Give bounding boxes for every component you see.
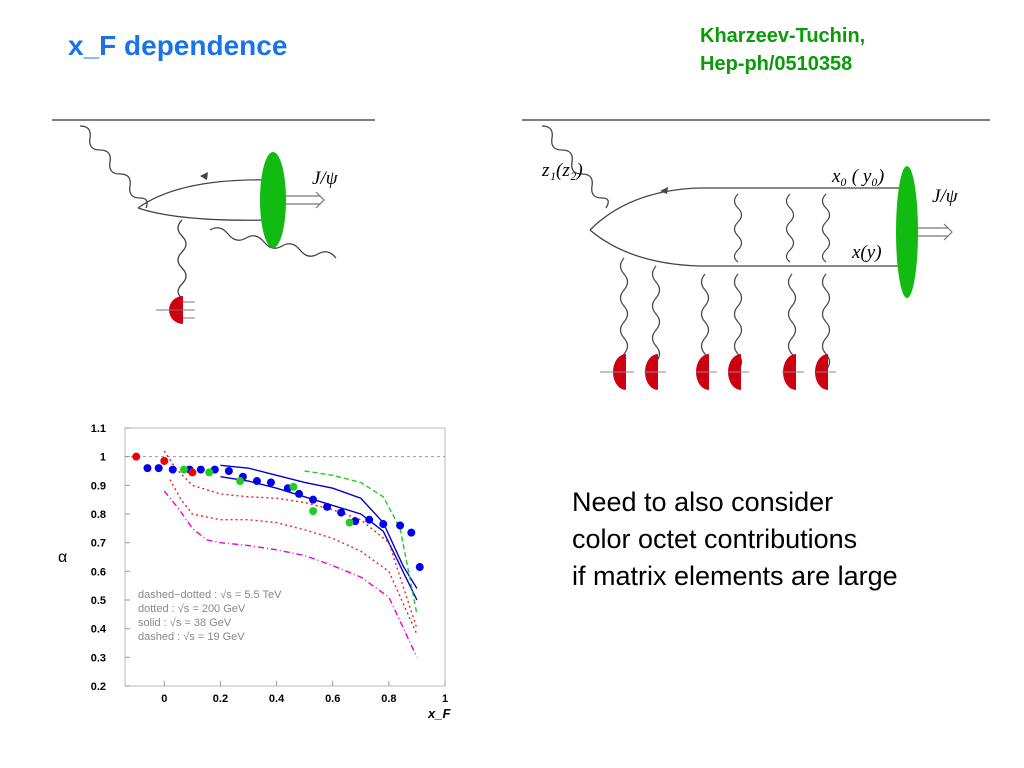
- alpha-vs-xf-chart: 0.20.30.40.50.60.70.80.911.1 0 0.2 0.4 0.6 0…: [58, 423, 451, 721]
- x-axis-label: x_F: [427, 706, 451, 721]
- curve-dashed-2: [304, 470, 418, 615]
- data-point: [309, 495, 318, 504]
- data-point: [132, 452, 141, 461]
- y-axis-ticks: 0.2 0.3 0.4 0.5 0.6 0.7 0.8 0.9 1 1.1: [91, 423, 130, 693]
- data-point: [415, 563, 424, 572]
- emitted-gluon-wavy-line: [209, 227, 337, 259]
- curve-dotted-3: [163, 450, 418, 629]
- data-point: [323, 502, 332, 511]
- z-label: z₁(z₂): [541, 160, 583, 181]
- data-point: [379, 520, 388, 529]
- data-point: [205, 468, 214, 477]
- data-point: [407, 528, 416, 537]
- reference-authors: Kharzeev-Tuchin,: [700, 25, 866, 47]
- x-tick-label: 0.6: [325, 693, 340, 705]
- slide-title: x_F dependence: [68, 30, 288, 61]
- data-point: [266, 478, 275, 487]
- legend-entry: dashed : √s = 19 GeV: [138, 631, 245, 643]
- reference-arxiv: Hep-ph/0510358: [700, 53, 853, 75]
- data-point: [188, 468, 197, 477]
- note-line-1: Need to also consider: [572, 487, 834, 517]
- jpsi-blob: [260, 152, 286, 248]
- y-tick-label: 0.3: [91, 652, 106, 664]
- legend-entry: solid : √s = 38 GeV: [138, 617, 232, 629]
- photon-wavy-line: [541, 125, 609, 209]
- photon-wavy-line: [79, 125, 148, 209]
- plot-frame: [124, 427, 446, 687]
- data-point: [289, 482, 298, 491]
- gluon-wavy-line: [177, 219, 187, 299]
- data-point: [160, 456, 169, 465]
- data-point: [154, 464, 163, 473]
- reference: Kharzeev-Tuchin, Hep-ph/0510358: [700, 22, 865, 78]
- data-point: [252, 477, 261, 486]
- y-tick-label: 0.2: [91, 681, 106, 693]
- jpsi-label: J/ψ: [312, 168, 339, 189]
- data-point: [196, 465, 205, 474]
- jpsi-blob: [896, 166, 918, 298]
- y-axis-label: α: [58, 549, 67, 566]
- note-line-3: if matrix elements are large: [572, 561, 898, 591]
- curve-dotted-4: [169, 479, 418, 635]
- x0-label: x₀ ( y₀): [831, 166, 884, 187]
- data-point: [345, 518, 354, 527]
- diagram-right: z₁(z₂) x₀ ( y₀) x(y) J/ψ: [522, 119, 990, 390]
- arrow-right-icon: [943, 223, 953, 241]
- x-axis-ticks: 0 0.2 0.4 0.6 0.8 1: [161, 681, 448, 705]
- x-tick-label: 0.8: [381, 693, 396, 705]
- note-line-2: color octet contributions: [572, 524, 858, 554]
- arrow-icon: [200, 172, 208, 180]
- x-label: x(y): [851, 242, 882, 263]
- y-tick-label: 0.6: [91, 566, 106, 578]
- data-point: [337, 508, 346, 517]
- y-tick-label: 0.9: [91, 480, 106, 492]
- data-points: [132, 452, 424, 572]
- curve-solid-1: [220, 476, 418, 601]
- note-text: Need to also consider color octet contri…: [572, 484, 898, 595]
- x-tick-label: 0.2: [213, 693, 228, 705]
- x-tick-label: 0: [161, 693, 167, 705]
- arrow-right-icon: [315, 191, 325, 209]
- y-tick-label: 1: [100, 452, 106, 464]
- x-tick-label: 0.4: [269, 693, 285, 705]
- arrow-icon: [660, 187, 668, 194]
- y-tick-label: 0.5: [91, 595, 106, 607]
- y-tick-label: 0.7: [91, 538, 106, 550]
- data-point: [396, 521, 405, 530]
- legend-entry: dotted : √s = 200 GeV: [138, 603, 246, 615]
- data-point: [224, 467, 233, 475]
- legend: dashed−dotted : √s = 5.5 TeV dotted : √s …: [138, 589, 282, 643]
- data-point: [365, 515, 374, 524]
- data-point: [236, 477, 245, 486]
- data-point: [309, 507, 318, 516]
- curve-solid-0: [220, 464, 418, 589]
- jpsi-label: J/ψ: [932, 186, 959, 207]
- diagram-left: J/ψ: [52, 119, 375, 324]
- data-point: [295, 489, 304, 498]
- y-tick-label: 0.8: [91, 509, 106, 521]
- nucleon-row: [600, 354, 836, 390]
- data-point: [179, 465, 188, 474]
- y-tick-label: 1.1: [91, 423, 106, 435]
- y-tick-label: 0.4: [91, 624, 107, 636]
- legend-entry: dashed−dotted : √s = 5.5 TeV: [138, 589, 282, 601]
- target-gluons: [619, 257, 831, 371]
- curve-dashdot-5: [163, 490, 418, 658]
- data-point: [143, 464, 152, 473]
- quark-loop: [589, 187, 905, 267]
- data-point: [168, 465, 177, 474]
- x-tick-label: 1: [442, 693, 448, 705]
- quark-loop: [137, 179, 271, 221]
